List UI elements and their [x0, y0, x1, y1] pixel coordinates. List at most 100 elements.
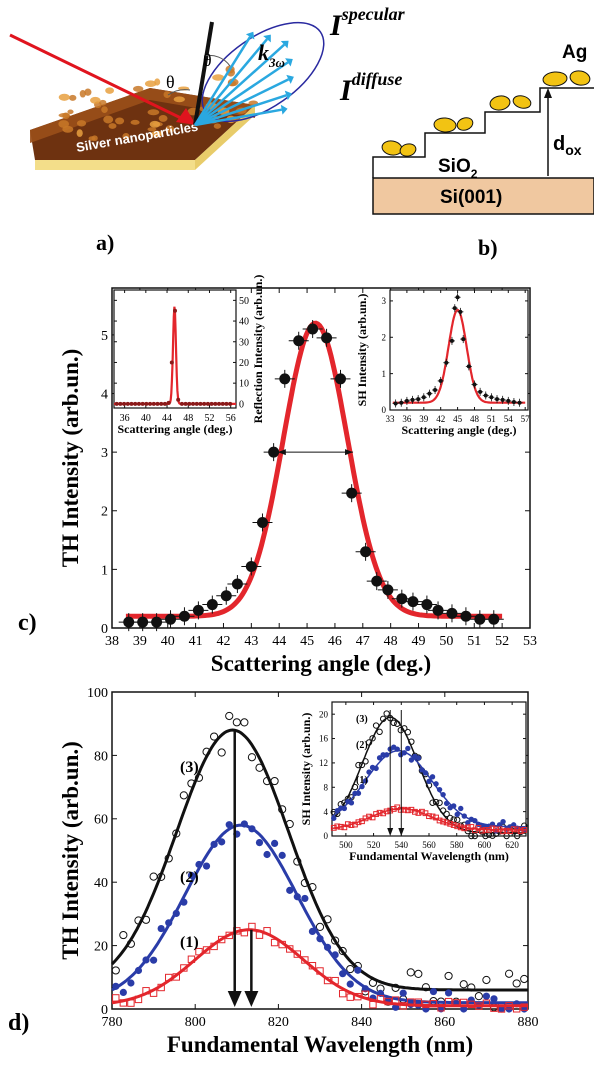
data-point: [220, 590, 232, 602]
data-point: [429, 1000, 438, 1008]
scattered-arrowhead: [284, 90, 292, 101]
x-tick-label: 500: [339, 840, 353, 850]
afm-bump: [213, 123, 222, 129]
data-point: [432, 604, 444, 616]
data-point: [384, 997, 392, 1006]
data-point: [142, 987, 150, 995]
y-tick-label: 0: [382, 405, 387, 415]
data-point: [187, 955, 196, 963]
x-tick-label: 47: [356, 634, 370, 649]
data-point: [293, 950, 302, 958]
surface-normal: [193, 21, 214, 126]
data-point: [444, 971, 453, 981]
x-tick-label: 880: [518, 1015, 539, 1030]
y-tick-label: 0: [101, 622, 108, 637]
data-point: [286, 945, 294, 953]
series-label: (1): [180, 934, 199, 951]
data-point: [195, 947, 203, 956]
data-point: [354, 966, 362, 974]
afm-bump: [76, 129, 83, 137]
data-point: [393, 401, 398, 406]
data-point: [301, 956, 309, 964]
data-point: [454, 823, 461, 830]
data-point: [500, 828, 506, 835]
data-point: [383, 752, 390, 758]
data-point: [450, 822, 457, 828]
y-tick-label: 0: [101, 1003, 108, 1018]
data-point: [432, 798, 440, 806]
data-point: [410, 397, 415, 402]
y-tick-label: 60: [94, 813, 108, 828]
y-axis-label: TH Intensity (arb.un.): [58, 349, 83, 568]
data-point: [449, 338, 454, 343]
data-point: [141, 915, 151, 924]
data-point: [465, 820, 471, 826]
data-point: [346, 964, 355, 974]
data-point: [308, 962, 317, 970]
data-point: [444, 997, 453, 1006]
data-point: [496, 822, 503, 828]
data-point: [346, 980, 354, 988]
data-point: [351, 783, 359, 791]
y-tick-label: 1: [101, 563, 108, 578]
y-tick-label: 3: [101, 446, 108, 461]
x-tick-label: 51: [467, 634, 481, 649]
data-point: [316, 967, 324, 975]
ag-label: Ag: [562, 42, 587, 63]
x-tick-label: 48: [384, 634, 398, 649]
data-point: [172, 829, 181, 838]
x-tick-label: 580: [450, 840, 464, 850]
x-tick-label: 620: [505, 840, 519, 850]
afm-bump: [147, 109, 160, 116]
data-point: [192, 604, 204, 616]
y-tick-label: 100: [87, 686, 108, 701]
afm-bump: [84, 88, 92, 96]
data-point: [366, 769, 372, 775]
data-point: [521, 826, 528, 833]
panel-label-b: b): [478, 235, 498, 260]
data-point: [405, 745, 411, 752]
afm-bump: [58, 93, 70, 101]
data-point: [478, 389, 483, 394]
data-point: [148, 401, 153, 406]
data-point: [419, 767, 425, 773]
data-point: [391, 983, 400, 992]
scattered-beam: [194, 61, 289, 127]
data-point: [482, 827, 489, 833]
data-point: [194, 773, 204, 782]
data-point: [373, 811, 379, 817]
data-point: [166, 400, 171, 405]
data-point: [439, 807, 447, 814]
x-tick-label: 40: [161, 634, 175, 649]
wavevector-label: k3ω: [258, 40, 285, 70]
data-point: [134, 966, 143, 975]
data-point: [169, 360, 174, 365]
data-point: [136, 401, 141, 406]
data-point: [330, 824, 337, 831]
data-point: [134, 995, 143, 1004]
y-tick-label: 8: [324, 782, 329, 792]
data-point: [408, 738, 415, 745]
data-point: [488, 613, 500, 625]
data-point: [255, 838, 264, 847]
x-tick-label: 57: [521, 414, 531, 424]
incident-beam: [9, 33, 186, 122]
data-point: [228, 401, 233, 406]
oxide-steps: [372, 87, 594, 178]
data-point: [344, 821, 351, 828]
data-point: [362, 758, 369, 765]
ag-particle: [542, 71, 568, 87]
data-point: [217, 748, 226, 757]
data-point: [360, 546, 372, 558]
data-point: [390, 806, 397, 812]
data-point: [436, 817, 443, 824]
data-point: [112, 994, 120, 1002]
data-point: [231, 578, 243, 590]
data-point: [286, 886, 294, 894]
afm-bump: [158, 114, 168, 122]
data-point: [390, 719, 397, 727]
incidence-angle-arc: [167, 89, 191, 96]
afm-bump: [62, 125, 74, 133]
data-point: [426, 813, 432, 820]
data-point: [162, 401, 167, 406]
